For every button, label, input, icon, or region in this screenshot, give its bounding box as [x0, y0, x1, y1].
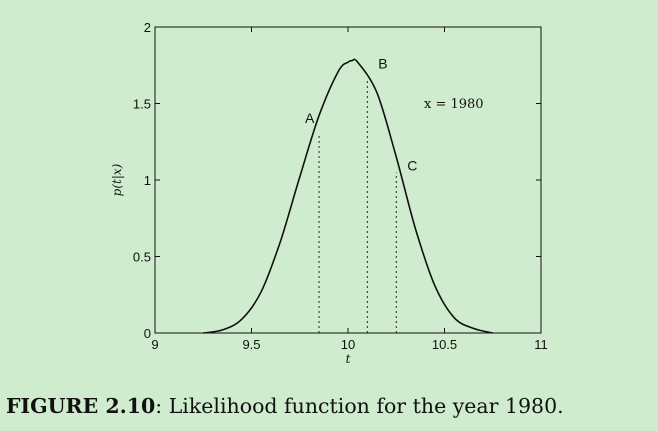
ticks-layer: 9 9.5 10 10.5 11 0 0.5 1 1.5 2: [133, 20, 548, 352]
plot-frame: [154, 26, 542, 334]
y-tick-label: 2: [144, 20, 151, 35]
x-tick-label: 11: [534, 337, 548, 352]
marker-label-c: C: [407, 157, 417, 173]
marker-label-b: B: [378, 56, 387, 72]
x-tick-label: 9.5: [242, 337, 260, 352]
y-tick-label: 1: [144, 173, 151, 188]
y-axis-label: p(t|x): [110, 163, 124, 196]
figure-number: FIGURE 2.10: [6, 394, 156, 418]
x-tick-label: 10: [341, 337, 355, 352]
figure-caption: FIGURE 2.10: Likelihood function for the…: [6, 394, 656, 418]
markers-layer: A B C: [305, 56, 417, 333]
x-axis-label: t: [346, 352, 351, 366]
marker-label-a: A: [305, 110, 315, 126]
y-tick-label: 0: [144, 326, 151, 341]
y-tick-label: 0.5: [133, 250, 151, 265]
year-annotation: x = 1980: [424, 97, 484, 112]
likelihood-curve: [203, 58, 493, 334]
x-tick-label: 9: [151, 337, 158, 352]
x-tick-label: 10.5: [432, 337, 457, 352]
caption-text: : Likelihood function for the year 1980.: [155, 394, 564, 418]
y-tick-label: 1.5: [133, 97, 151, 112]
